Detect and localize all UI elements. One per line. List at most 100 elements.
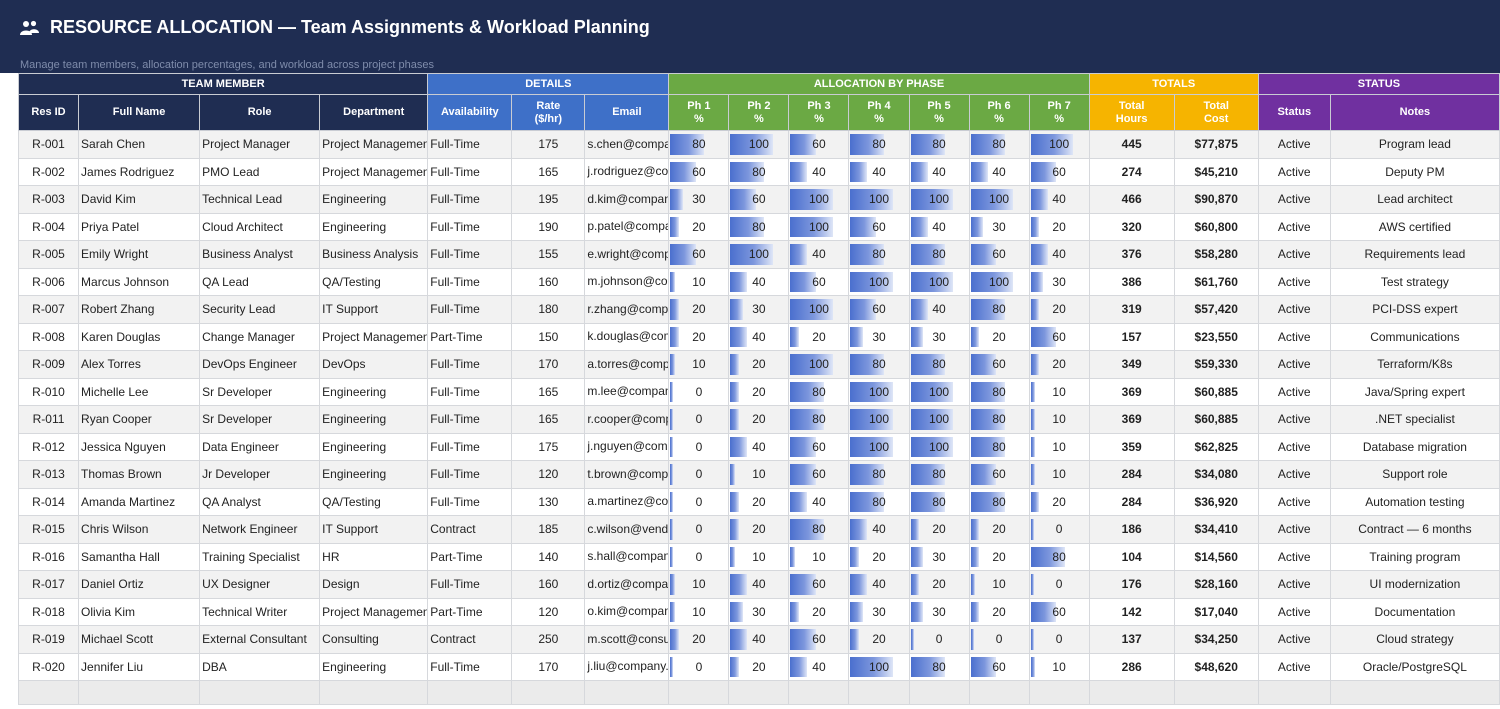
cell-phase-7[interactable]: 80: [1028, 542, 1090, 571]
cell-phase-5[interactable]: 40: [908, 157, 970, 186]
cell-phase-1[interactable]: 10: [668, 597, 730, 626]
cell-total-cost[interactable]: $61,760: [1173, 267, 1259, 296]
cell-email[interactable]: d.ortiz@company.com: [584, 570, 670, 599]
cell-phase-1[interactable]: 60: [668, 157, 730, 186]
cell-phase-2[interactable]: 30: [728, 597, 790, 626]
cell-phase-2[interactable]: 40: [728, 322, 790, 351]
cell-department[interactable]: IT Support: [319, 515, 429, 544]
cell-total-cost[interactable]: $62,825: [1173, 432, 1259, 461]
col-full-name[interactable]: Full Name: [78, 94, 201, 131]
table-row[interactable]: R-014 Amanda Martinez QA Analyst QA/Testing…: [17, 487, 1500, 516]
cell-role[interactable]: Change Manager: [199, 322, 321, 351]
cell-role[interactable]: Project Manager: [199, 130, 321, 159]
cell-phase-5[interactable]: 30: [908, 322, 970, 351]
cell-availability[interactable]: Part-Time: [427, 322, 513, 351]
cell-phase-7[interactable]: 20: [1028, 295, 1090, 324]
cell-total-hours[interactable]: 186: [1088, 515, 1175, 544]
cell-total-cost[interactable]: $58,280: [1173, 240, 1259, 269]
table-row[interactable]: R-016 Samantha Hall Training Specialist HR P…: [17, 542, 1500, 571]
cell-total-cost[interactable]: $77,875: [1173, 130, 1259, 159]
cell-full-name[interactable]: Karen Douglas: [78, 322, 201, 351]
cell-full-name[interactable]: Samantha Hall: [78, 542, 201, 571]
cell-availability[interactable]: Full-Time: [427, 130, 513, 159]
cell-phase-6[interactable]: 60: [968, 652, 1030, 681]
cell-res-id[interactable]: R-001: [17, 130, 80, 159]
cell-full-name[interactable]: Jessica Nguyen: [78, 432, 201, 461]
cell-phase-7[interactable]: 60: [1028, 322, 1090, 351]
cell-phase-1[interactable]: 10: [668, 350, 730, 379]
cell-notes[interactable]: AWS certified: [1329, 212, 1500, 241]
cell-full-name[interactable]: Priya Patel: [78, 212, 201, 241]
cell-notes[interactable]: UI modernization: [1329, 570, 1500, 599]
cell-full-name[interactable]: Marcus Johnson: [78, 267, 201, 296]
cell-res-id[interactable]: R-020: [17, 652, 80, 681]
cell-availability[interactable]: Full-Time: [427, 157, 513, 186]
empty-cell[interactable]: [788, 680, 850, 705]
cell-email[interactable]: k.douglas@company.com: [584, 322, 670, 351]
empty-cell[interactable]: [584, 680, 670, 705]
cell-role[interactable]: QA Analyst: [199, 487, 321, 516]
cell-phase-2[interactable]: 20: [728, 405, 790, 434]
cell-phase-6[interactable]: 100: [968, 185, 1030, 214]
cell-notes[interactable]: Requirements lead: [1329, 240, 1500, 269]
cell-phase-1[interactable]: 0: [668, 460, 730, 489]
cell-phase-2[interactable]: 40: [728, 432, 790, 461]
cell-rate[interactable]: 160: [511, 570, 586, 599]
cell-phase-2[interactable]: 60: [728, 185, 790, 214]
cell-department[interactable]: Business Analysis: [319, 240, 429, 269]
cell-phase-4[interactable]: 30: [848, 322, 910, 351]
cell-email[interactable]: j.rodriguez@company.com: [584, 157, 670, 186]
cell-phase-3[interactable]: 20: [788, 597, 850, 626]
cell-total-hours[interactable]: 466: [1088, 185, 1175, 214]
cell-phase-1[interactable]: 20: [668, 212, 730, 241]
cell-phase-6[interactable]: 20: [968, 322, 1030, 351]
cell-phase-4[interactable]: 80: [848, 130, 910, 159]
empty-cell[interactable]: [1257, 680, 1331, 705]
col-status[interactable]: Status: [1257, 94, 1331, 131]
cell-phase-1[interactable]: 0: [668, 405, 730, 434]
cell-department[interactable]: Project Management: [319, 130, 429, 159]
cell-phase-4[interactable]: 80: [848, 240, 910, 269]
cell-full-name[interactable]: David Kim: [78, 185, 201, 214]
cell-total-cost[interactable]: $60,885: [1173, 405, 1259, 434]
cell-res-id[interactable]: R-014: [17, 487, 80, 516]
cell-email[interactable]: a.martinez@company.com: [584, 487, 670, 516]
cell-availability[interactable]: Full-Time: [427, 432, 513, 461]
cell-email[interactable]: j.liu@company.com: [584, 652, 670, 681]
cell-email[interactable]: s.chen@company.com: [584, 130, 670, 159]
cell-status[interactable]: Active: [1257, 432, 1331, 461]
cell-res-id[interactable]: R-007: [17, 295, 80, 324]
cell-phase-3[interactable]: 100: [788, 295, 850, 324]
empty-cell[interactable]: [78, 680, 201, 705]
cell-rate[interactable]: 175: [511, 130, 586, 159]
cell-phase-2[interactable]: 20: [728, 487, 790, 516]
cell-email[interactable]: a.torres@company.com: [584, 350, 670, 379]
table-row[interactable]: R-013 Thomas Brown Jr Developer Engineering…: [17, 460, 1500, 489]
cell-phase-4[interactable]: 100: [848, 405, 910, 434]
cell-status[interactable]: Active: [1257, 350, 1331, 379]
cell-rate[interactable]: 190: [511, 212, 586, 241]
cell-availability[interactable]: Full-Time: [427, 405, 513, 434]
cell-total-cost[interactable]: $57,420: [1173, 295, 1259, 324]
cell-notes[interactable]: Program lead: [1329, 130, 1500, 159]
cell-availability[interactable]: Contract: [427, 625, 513, 654]
cell-status[interactable]: Active: [1257, 597, 1331, 626]
cell-status[interactable]: Active: [1257, 625, 1331, 654]
cell-email[interactable]: m.scott@consultco.com: [584, 625, 670, 654]
cell-res-id[interactable]: R-012: [17, 432, 80, 461]
cell-notes[interactable]: Lead architect: [1329, 185, 1500, 214]
cell-rate[interactable]: 160: [511, 267, 586, 296]
cell-full-name[interactable]: Olivia Kim: [78, 597, 201, 626]
cell-phase-1[interactable]: 0: [668, 487, 730, 516]
cell-full-name[interactable]: Sarah Chen: [78, 130, 201, 159]
cell-phase-7[interactable]: 10: [1028, 432, 1090, 461]
cell-phase-4[interactable]: 100: [848, 377, 910, 406]
cell-phase-4[interactable]: 100: [848, 267, 910, 296]
cell-phase-6[interactable]: 80: [968, 377, 1030, 406]
cell-res-id[interactable]: R-008: [17, 322, 80, 351]
col-department[interactable]: Department: [319, 94, 429, 131]
cell-phase-2[interactable]: 100: [728, 130, 790, 159]
cell-status[interactable]: Active: [1257, 542, 1331, 571]
table-row[interactable]: R-017 Daniel Ortiz UX Designer Design Full-T…: [17, 570, 1500, 599]
cell-availability[interactable]: Full-Time: [427, 185, 513, 214]
